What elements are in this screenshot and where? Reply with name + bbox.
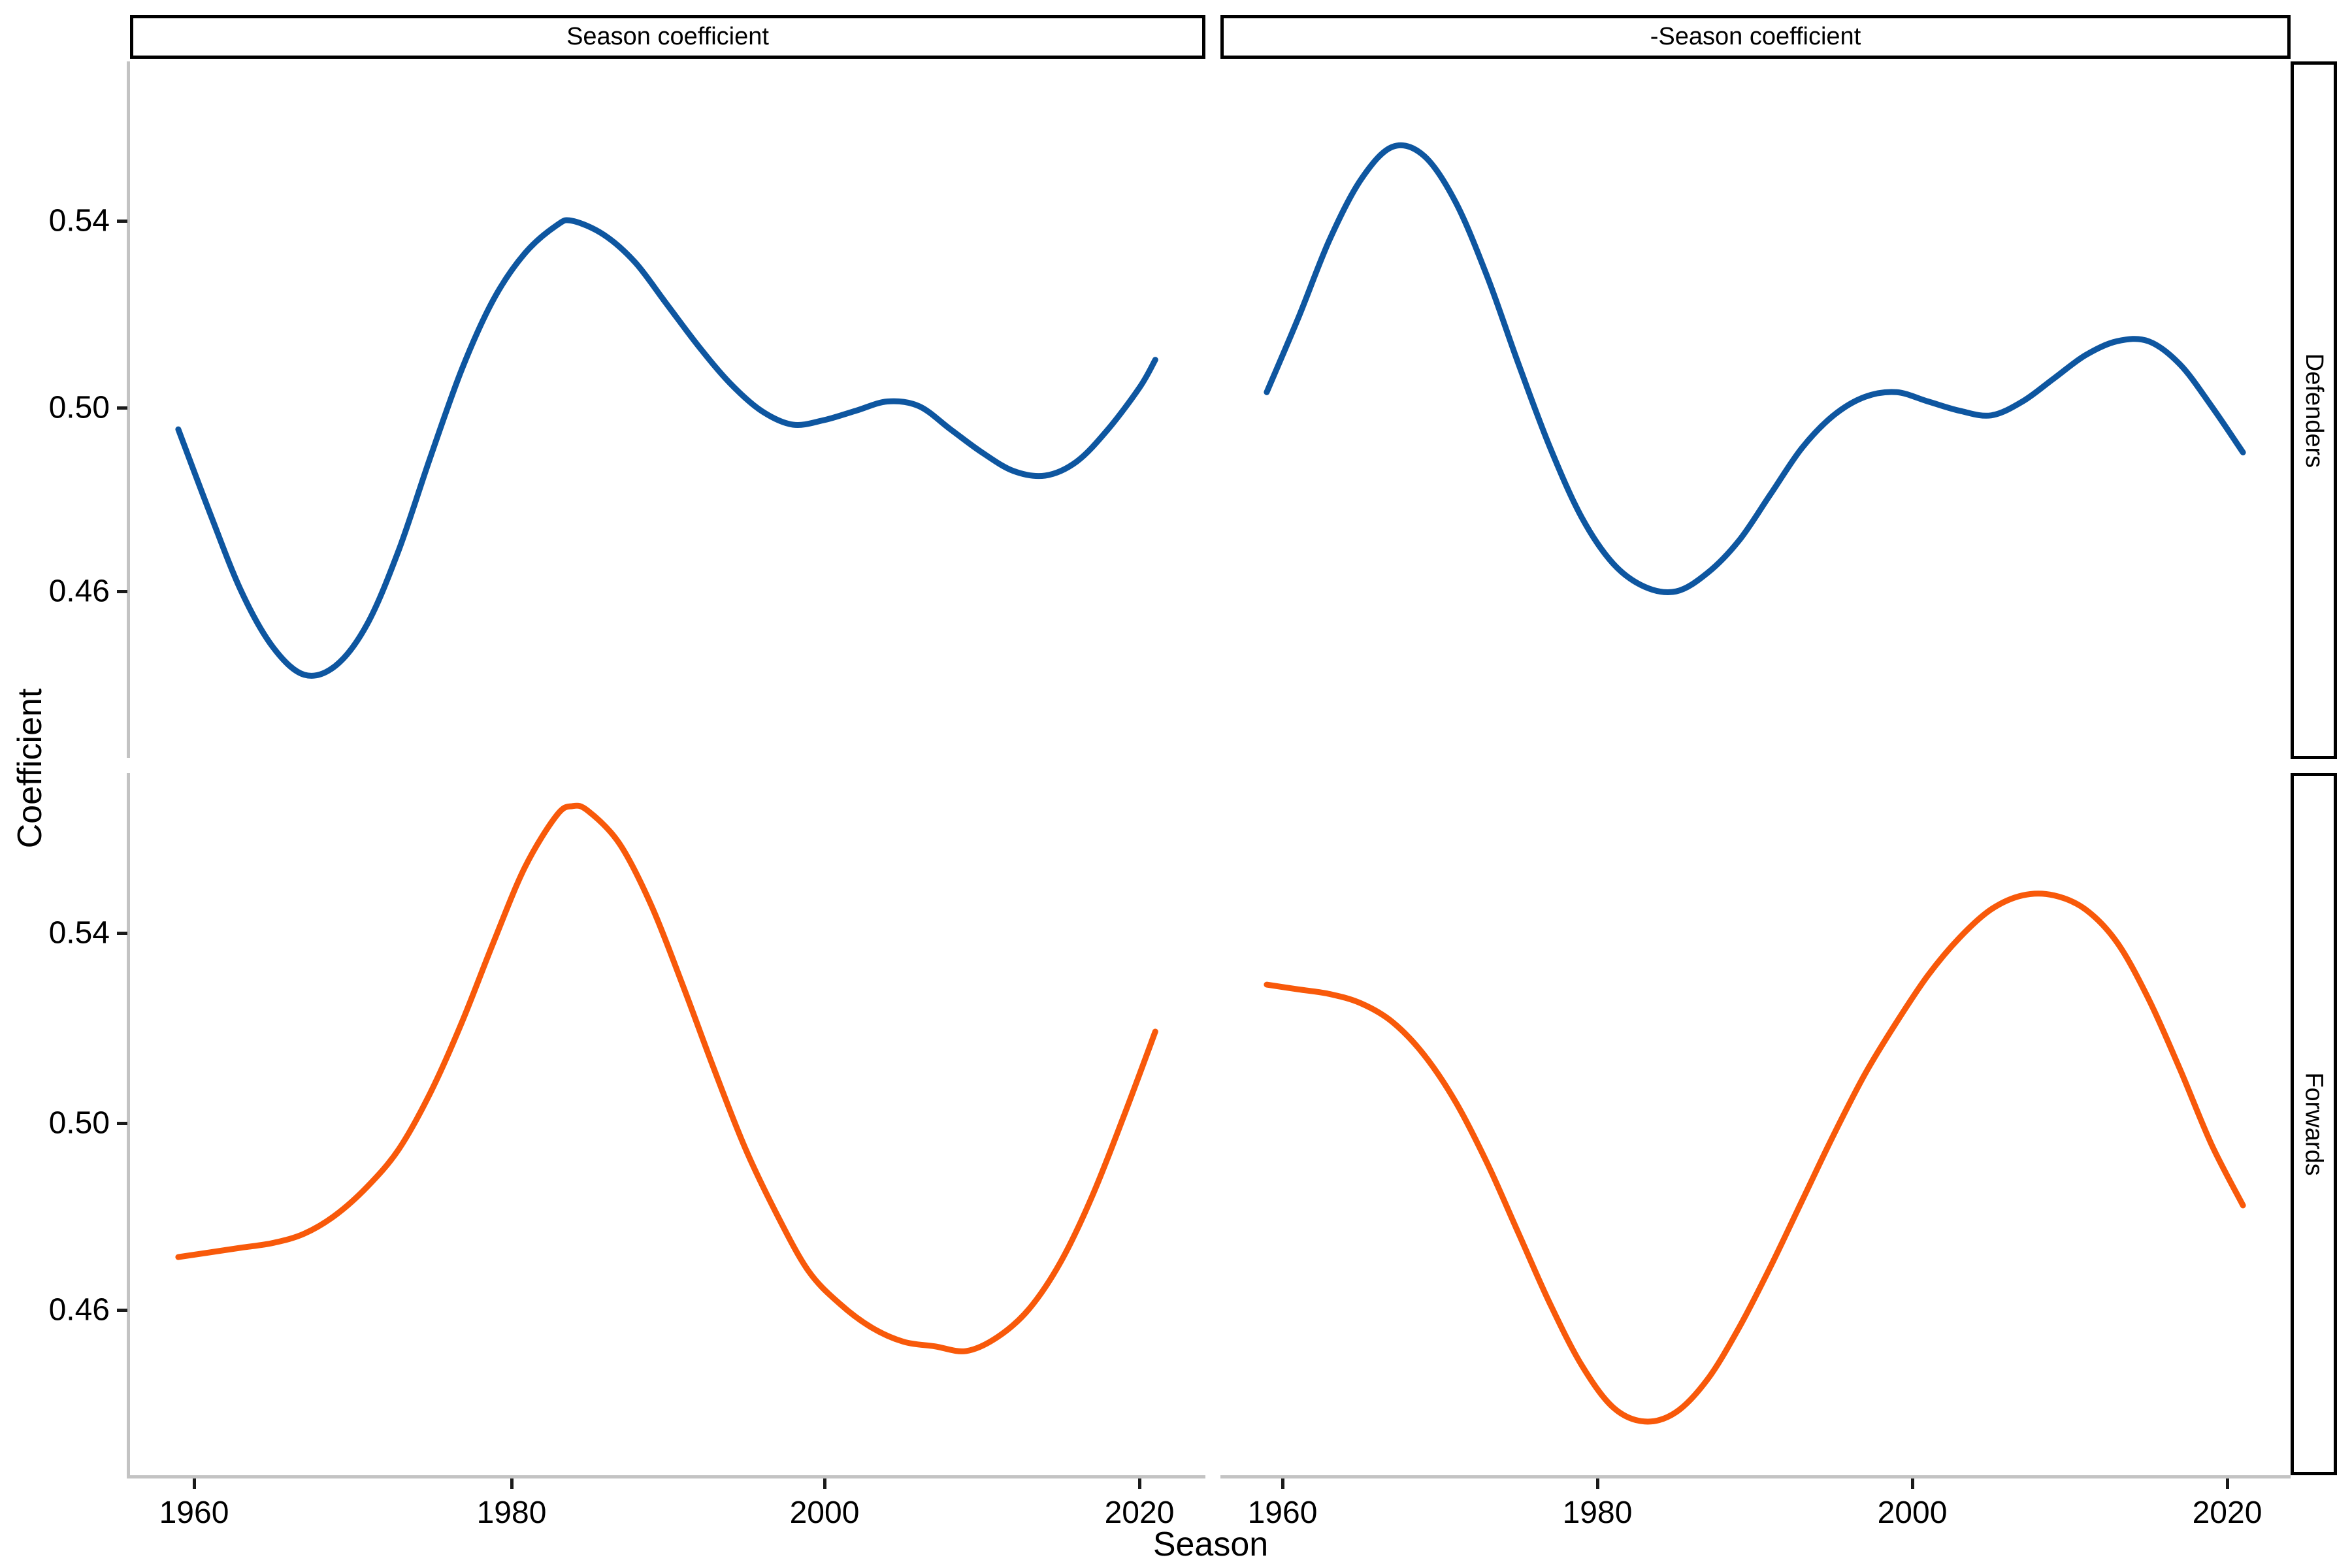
y-tick-label: 0.46 — [48, 1292, 110, 1328]
x-tick-label: 2020 — [2192, 1495, 2262, 1530]
y-tick — [117, 406, 127, 410]
facet-strip-row-label: Defenders — [2300, 353, 2328, 468]
x-tick-label: 1960 — [1247, 1495, 1318, 1530]
x-tick — [510, 1478, 514, 1489]
y-tick-label: 0.50 — [48, 1105, 110, 1141]
x-tick-label: 1980 — [1562, 1495, 1633, 1530]
y-tick-label: 0.54 — [48, 915, 110, 951]
x-tick — [1911, 1478, 1914, 1489]
facet-strip-row-label: Forwards — [2300, 1072, 2328, 1176]
panel-defenders-minus-season-coefficient — [1220, 61, 2291, 758]
x-axis-title: Season — [1152, 1526, 1269, 1563]
facet-strip-col-season-coefficient: Season coefficient — [130, 15, 1205, 59]
y-tick-label: 0.46 — [48, 574, 110, 609]
y-tick — [117, 932, 127, 935]
x-tick-label: 1980 — [476, 1495, 547, 1530]
y-tick-label: 0.50 — [48, 390, 110, 425]
x-tick — [2226, 1478, 2229, 1489]
y-tick — [117, 1122, 127, 1125]
panel-defenders-season-coefficient — [130, 61, 1205, 758]
facet-strip-row-forwards: Forwards — [2291, 773, 2337, 1475]
line-forwards-minus-season-coefficient — [1264, 890, 2246, 1425]
facet-strip-row-defenders: Defenders — [2291, 61, 2337, 759]
y-tick — [117, 590, 127, 593]
y-tick-label: 0.54 — [48, 203, 110, 238]
line-defenders-season-coefficient — [175, 217, 1158, 679]
line-defenders-minus-season-coefficient — [1264, 142, 2246, 596]
y-tick — [117, 1309, 127, 1312]
x-tick — [193, 1478, 196, 1489]
y-axis-line-bottom — [127, 773, 130, 1478]
x-axis-line-left — [127, 1475, 1205, 1478]
y-axis-title: Coefficient — [11, 688, 49, 849]
x-tick — [1596, 1478, 1599, 1489]
x-tick-label: 2000 — [1877, 1495, 1948, 1530]
panel-forwards-minus-season-coefficient — [1220, 773, 2291, 1475]
y-axis-line-top — [127, 61, 130, 758]
x-tick-label: 2000 — [789, 1495, 860, 1530]
facet-strip-col-label: -Season coefficient — [1650, 23, 1861, 50]
x-tick-label: 1960 — [159, 1495, 229, 1530]
line-forwards-season-coefficient — [175, 802, 1158, 1354]
facet-strip-col-minus-season-coefficient: -Season coefficient — [1220, 15, 2291, 59]
x-tick — [1281, 1478, 1284, 1489]
x-tick-label: 2020 — [1104, 1495, 1175, 1530]
x-tick — [1138, 1478, 1141, 1489]
panel-forwards-season-coefficient — [130, 773, 1205, 1475]
x-axis-line-right — [1220, 1475, 2291, 1478]
x-tick — [823, 1478, 826, 1489]
facet-strip-col-label: Season coefficient — [566, 23, 769, 50]
y-tick — [117, 220, 127, 223]
